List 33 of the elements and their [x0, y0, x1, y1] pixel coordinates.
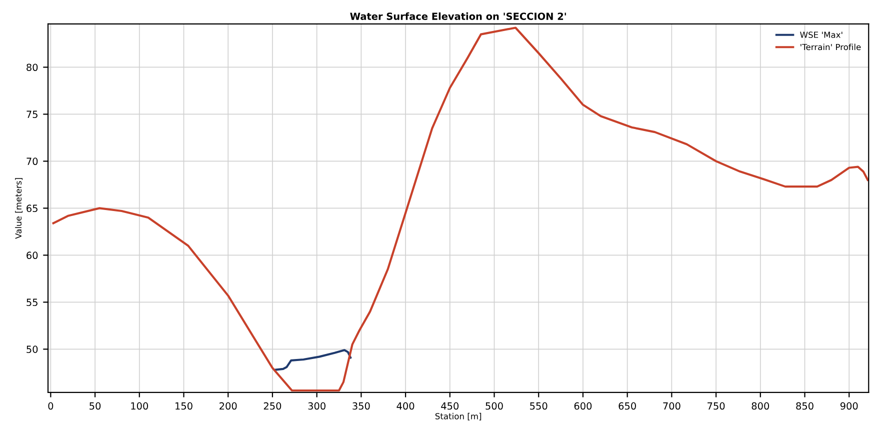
x-tick-label: 150 — [176, 402, 192, 410]
x-tick-label: 650 — [618, 402, 636, 410]
y-axis-title: Value [meters] — [15, 178, 23, 239]
line-series — [52, 26, 869, 392]
x-axis-title: Station [m] — [435, 412, 482, 420]
x-tick-label: 850 — [796, 402, 814, 410]
y-tick-label: 65 — [26, 204, 38, 212]
x-tick-label: 750 — [708, 402, 725, 410]
chart-title: Water Surface Elevation on 'SECCION 2' — [350, 12, 566, 20]
x-tick-label: 400 — [396, 402, 414, 410]
x-tick-label: 300 — [308, 402, 326, 410]
x-tick-label: 600 — [574, 402, 592, 410]
x-tick-label: 250 — [264, 402, 282, 410]
x-tick-label: 50 — [90, 402, 101, 410]
x-tick-label: 200 — [220, 402, 237, 410]
y-tick-label: 75 — [26, 110, 38, 118]
y-tick-label: 55 — [26, 298, 38, 306]
legend-label: WSE 'Max' — [800, 32, 842, 38]
x-tick-label: 700 — [663, 402, 680, 410]
y-tick-label: 70 — [26, 158, 38, 166]
x-tick-label: 800 — [752, 402, 770, 410]
y-tick-label: 80 — [26, 64, 38, 72]
x-tick-label: 0 — [48, 402, 54, 410]
legend-label: 'Terrain' Profile — [800, 44, 861, 50]
y-tick-label: 60 — [26, 252, 38, 260]
x-tick-label: 900 — [840, 402, 858, 410]
x-tick-label: 350 — [352, 402, 370, 410]
x-tick-label: 500 — [486, 402, 503, 410]
x-tick-label: 100 — [131, 402, 148, 410]
line-series — [274, 349, 352, 371]
x-tick-label: 550 — [530, 402, 548, 410]
y-tick-label: 50 — [26, 346, 38, 353]
x-tick-label: 450 — [441, 402, 459, 410]
